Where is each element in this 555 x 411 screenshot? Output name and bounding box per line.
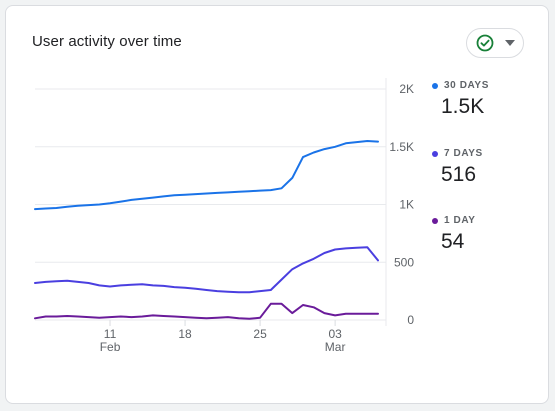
series-line-30-days bbox=[34, 140, 379, 211]
legend-30-days: 30 DAYS 1.5K bbox=[432, 80, 489, 119]
x-tick-label-2: 25 bbox=[253, 327, 267, 341]
y-tick-label-2: 1K bbox=[399, 198, 414, 212]
x-tick-sublabel-0: Feb bbox=[100, 340, 121, 354]
legend-dot-1-day bbox=[432, 217, 438, 224]
legend-value-7-days: 516 bbox=[441, 163, 477, 186]
check-circle-icon bbox=[475, 33, 495, 53]
legend-value-1-day: 54 bbox=[441, 230, 465, 253]
legend-label-7-days: 7 DAYS bbox=[444, 148, 483, 159]
compare-dropdown-button[interactable] bbox=[466, 28, 524, 58]
x-tick-label-3: 03 bbox=[328, 327, 342, 341]
legend-label-1-day: 1 DAY bbox=[444, 215, 476, 226]
x-tick-sublabel-3: Mar bbox=[325, 340, 346, 354]
x-tick-label-1: 18 bbox=[178, 327, 192, 341]
y-tick-label-0: 2K bbox=[399, 82, 414, 96]
caret-down-icon bbox=[505, 38, 515, 48]
y-tick-label-3: 500 bbox=[394, 255, 414, 269]
legend-dot-7-days bbox=[432, 150, 438, 157]
card-title: User activity over time bbox=[32, 33, 182, 50]
legend-7-days: 7 DAYS 516 bbox=[432, 148, 483, 187]
legend-value-30-days: 1.5K bbox=[441, 95, 485, 118]
legend-label-30-days: 30 DAYS bbox=[444, 80, 489, 91]
x-tick-label-0: 11 bbox=[104, 327, 117, 341]
legend-1-day: 1 DAY 54 bbox=[432, 215, 476, 254]
legend-dot-30-days bbox=[432, 82, 438, 89]
series-line-7-days bbox=[34, 246, 379, 294]
y-tick-label-4: 0 bbox=[407, 313, 414, 327]
series-line-1-day bbox=[34, 302, 379, 320]
y-tick-label-1: 1.5K bbox=[389, 140, 414, 154]
